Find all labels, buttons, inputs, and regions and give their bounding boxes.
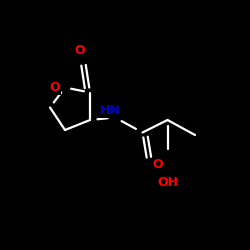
Text: O: O	[152, 158, 163, 172]
Text: O: O	[75, 44, 85, 57]
Text: O: O	[50, 81, 60, 94]
Text: HN: HN	[100, 104, 120, 117]
Text: OH: OH	[157, 176, 178, 189]
